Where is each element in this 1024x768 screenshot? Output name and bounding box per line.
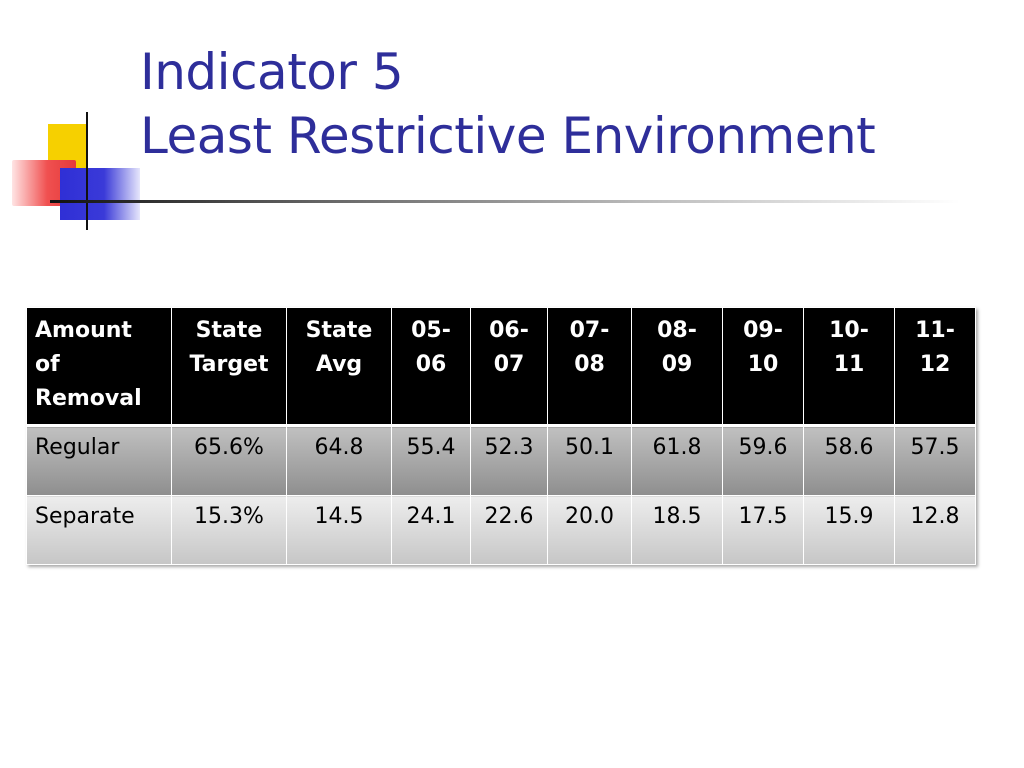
header-line: Amount [35, 318, 132, 343]
table-cell: 59.6 [722, 425, 804, 496]
table-cell: 52.3 [470, 425, 548, 496]
table-cell: 57.5 [894, 425, 976, 496]
table-cell: 12.8 [894, 495, 976, 565]
title-underline [50, 200, 960, 203]
table-cell: 22.6 [470, 495, 548, 565]
table-cell: 61.8 [631, 425, 723, 496]
header-line: 08- [657, 318, 697, 343]
header-line: 10 [747, 352, 779, 377]
table-cell: 17.5 [722, 495, 804, 565]
table-row: Separate 15.3% 14.5 24.1 22.6 20.0 18.5 … [26, 495, 976, 565]
header-line: 09- [743, 318, 783, 343]
header-line: 07- [569, 318, 610, 343]
header-line: 06- [489, 318, 529, 343]
header-line: 07 [493, 352, 525, 377]
header-line: Avg [315, 352, 363, 377]
header-line: Removal [35, 386, 142, 411]
table-cell: 15.9 [803, 495, 895, 565]
vertical-rule [86, 112, 88, 230]
row-label-regular: Regular [26, 425, 172, 496]
header-year-10-11: 10- 11 [803, 307, 895, 426]
table-cell: 64.8 [286, 425, 392, 496]
page-title: Indicator 5 Least Restrictive Environmen… [140, 40, 876, 168]
header-line: 06 [415, 352, 447, 377]
table-header-row: Amount of Removal State Target State Avg… [26, 307, 976, 426]
header-year-11-12: 11- 12 [894, 307, 976, 426]
header-line: 11- [915, 318, 955, 343]
header-line: 08 [574, 352, 605, 377]
table-cell: 15.3% [171, 495, 287, 565]
header-line: 05- [411, 318, 451, 343]
decorative-logo [0, 0, 150, 240]
header-state-target: State Target [171, 307, 287, 426]
header-line: of [35, 352, 60, 377]
title-line-2: Least Restrictive Environment [140, 107, 876, 165]
header-line: State [305, 318, 373, 343]
header-line: Target [189, 352, 269, 377]
table-cell: 55.4 [391, 425, 471, 496]
removal-table: Amount of Removal State Target State Avg… [26, 307, 976, 565]
header-line: 10- [829, 318, 869, 343]
header-amount-of-removal: Amount of Removal [26, 307, 172, 426]
header-year-07-08: 07- 08 [547, 307, 632, 426]
table-cell: 18.5 [631, 495, 723, 565]
header-state-avg: State Avg [286, 307, 392, 426]
header-line: 09 [661, 352, 693, 377]
header-year-05-06: 05- 06 [391, 307, 471, 426]
table-cell: 20.0 [547, 495, 632, 565]
header-line: State [195, 318, 263, 343]
blue-square-icon [60, 168, 140, 220]
header-year-08-09: 08- 09 [631, 307, 723, 426]
header-year-09-10: 09- 10 [722, 307, 804, 426]
table-cell: 65.6% [171, 425, 287, 496]
table-cell: 14.5 [286, 495, 392, 565]
table-cell: 24.1 [391, 495, 471, 565]
header-line: 12 [919, 352, 951, 377]
title-line-1: Indicator 5 [140, 43, 404, 101]
table-row: Regular 65.6% 64.8 55.4 52.3 50.1 61.8 5… [26, 425, 976, 496]
header-line: 11 [833, 352, 865, 377]
table-cell: 58.6 [803, 425, 895, 496]
table-cell: 50.1 [547, 425, 632, 496]
row-label-separate: Separate [26, 495, 172, 565]
header-year-06-07: 06- 07 [470, 307, 548, 426]
